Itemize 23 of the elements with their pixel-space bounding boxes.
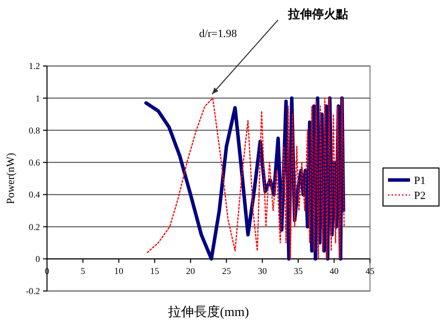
y-tick-label: 1 (36, 93, 40, 104)
x-tick-label: 20 (186, 266, 196, 276)
text: d/r=1.98 (199, 28, 238, 40)
x-tick-label: 35 (294, 266, 304, 276)
x-tick-label: 5 (80, 266, 86, 276)
y-tick-label: 0.4 (28, 190, 40, 200)
x-tick-label: 25 (222, 266, 232, 276)
y-tick-label: 0.8 (28, 125, 40, 136)
x-tick-label: 10 (114, 266, 124, 276)
annotation: 拉伸停火點 (287, 7, 348, 21)
y-axis-title: Power(nW) (5, 152, 17, 204)
y-tick-label: 1.2 (28, 61, 40, 72)
y-tick-label: 0.2 (28, 222, 40, 232)
x-tick-label: 30 (258, 266, 268, 276)
legend-label: P1 (414, 174, 426, 187)
y-tick-label: 0 (36, 254, 40, 264)
x-axis-title: 拉伸長度(mm) (168, 304, 249, 319)
x-tick-label: 40 (330, 266, 340, 276)
legend-label: P2 (414, 190, 426, 202)
x-tick-label: 15 (150, 266, 160, 276)
y-tick-label: -0.2 (26, 286, 40, 296)
y-tick-label: 0.6 (28, 158, 40, 168)
x-tick-label: 45 (366, 266, 375, 276)
